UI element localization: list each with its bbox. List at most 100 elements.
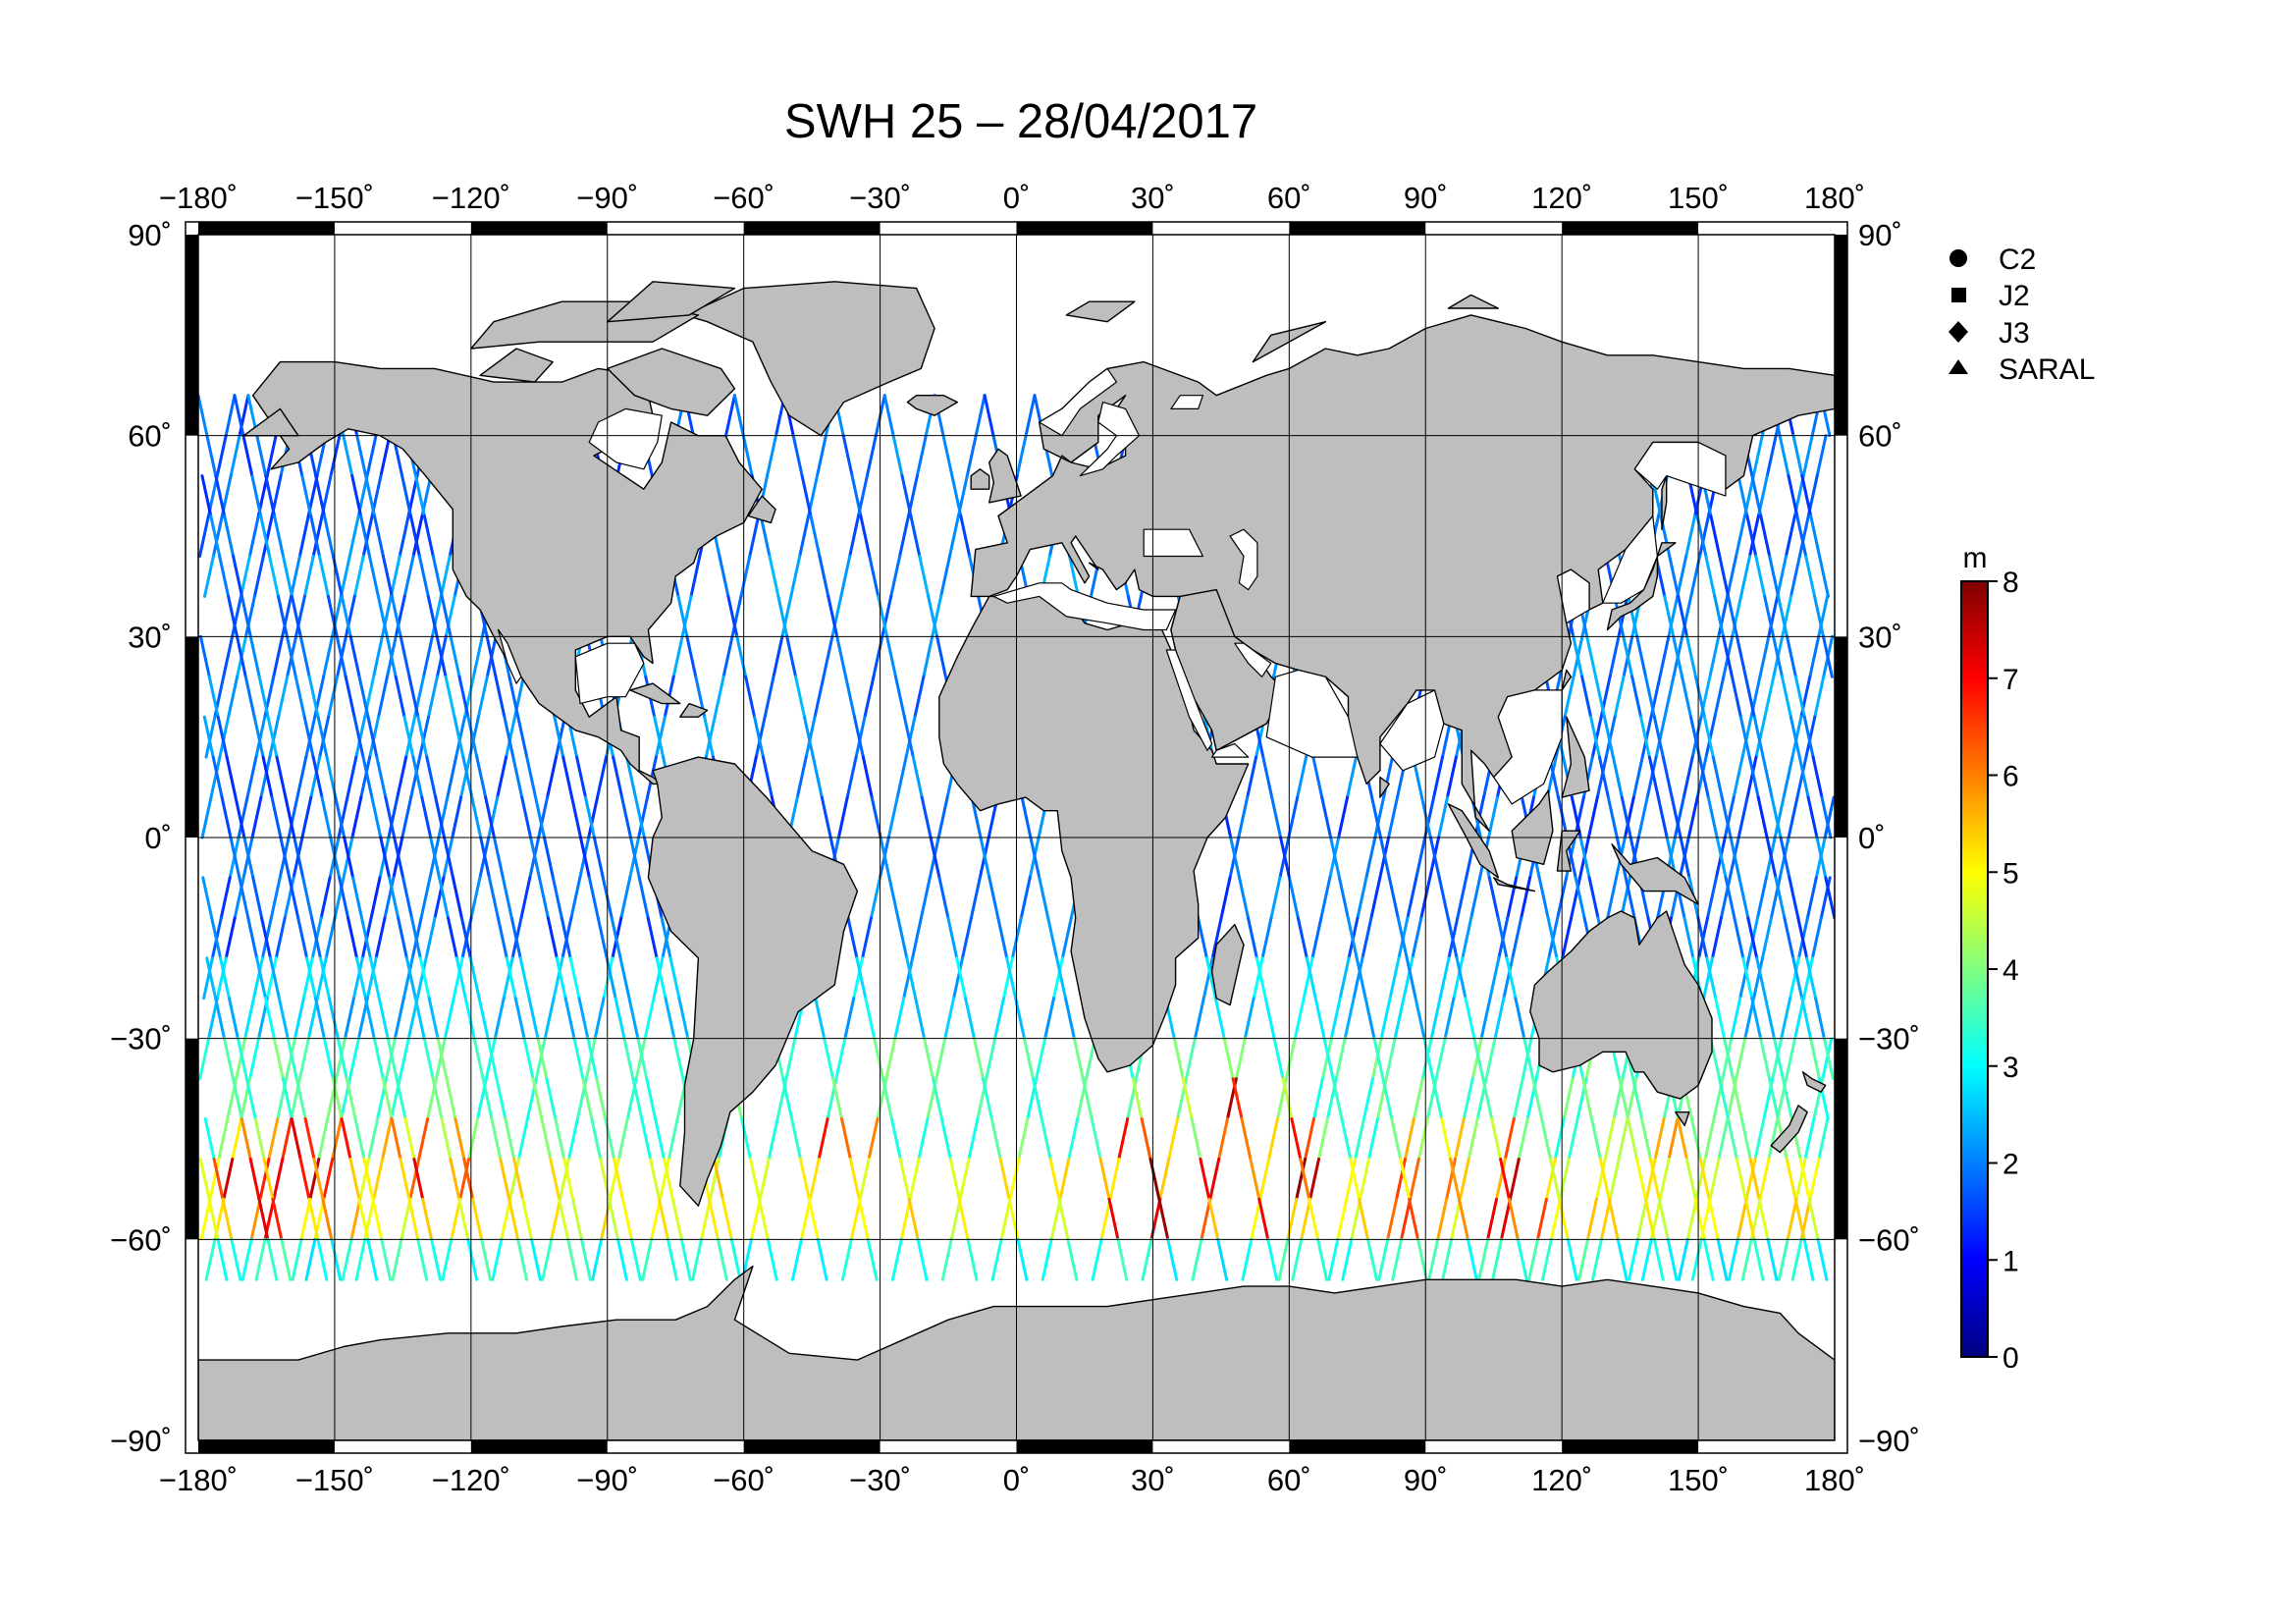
track-segment: [481, 1077, 494, 1120]
track-segment: [409, 755, 422, 799]
track-segment: [505, 956, 517, 1001]
track-segment: [200, 795, 213, 839]
track-segment: [654, 715, 667, 759]
track-segment: [203, 555, 215, 598]
track-segment: [1290, 1117, 1303, 1161]
track-segment: [990, 1237, 1003, 1281]
track-segment: [1396, 916, 1409, 960]
track-segment: [435, 1037, 447, 1081]
track-segment: [217, 1117, 230, 1161]
track-segment: [768, 555, 780, 598]
track-segment: [1636, 795, 1649, 839]
track-segment: [354, 715, 367, 759]
satellite-track: [204, 394, 1835, 1281]
track-segment: [1015, 434, 1028, 478]
track-segment: [867, 1117, 880, 1161]
track-segment: [1590, 1117, 1602, 1161]
track-segment: [471, 1197, 484, 1241]
track-segment: [1116, 1237, 1129, 1281]
track-segment: [372, 634, 384, 678]
track-segment: [1753, 1117, 1766, 1161]
track-segment: [689, 555, 702, 598]
track-segment: [1414, 997, 1426, 1041]
track-segment: [1807, 1197, 1820, 1241]
track-segment: [1395, 1158, 1407, 1201]
track-segment: [863, 675, 876, 719]
track-segment: [946, 916, 959, 960]
track-segment: [401, 876, 413, 920]
track-segment: [309, 755, 322, 799]
track-segment: [355, 434, 368, 478]
track-segment: [708, 1158, 721, 1201]
track-segment: [1703, 1117, 1716, 1161]
track-segment: [1060, 916, 1073, 960]
track-segment: [1288, 876, 1300, 920]
track-segment: [1723, 795, 1735, 839]
track-segment: [521, 1197, 533, 1241]
track-segment: [758, 1158, 771, 1201]
track-segment: [282, 555, 294, 598]
track-segment: [749, 1158, 761, 1201]
track-segment: [1741, 956, 1754, 1001]
track-segment: [347, 916, 358, 960]
track-segment: [1603, 1117, 1616, 1161]
track-segment: [1436, 1197, 1449, 1241]
track-segment: [285, 634, 297, 678]
lon-label-top: 0˚: [1003, 181, 1031, 215]
track-segment: [1537, 876, 1550, 920]
track-segment: [1635, 1197, 1648, 1241]
track-segment: [470, 795, 483, 839]
track-segment: [201, 876, 214, 920]
track-segment: [913, 675, 926, 719]
track-segment: [229, 434, 241, 478]
track-segment: [366, 1237, 379, 1281]
track-segment: [198, 1158, 211, 1201]
track-segment: [1464, 997, 1476, 1041]
track-segment: [516, 1237, 528, 1281]
track-segment: [780, 594, 793, 638]
track-segment: [277, 594, 289, 638]
track-segment: [1567, 1117, 1579, 1161]
track-segment: [996, 916, 1009, 960]
track-segment: [305, 956, 317, 1001]
track-segment: [1277, 1237, 1290, 1281]
track-segment: [198, 1037, 211, 1081]
ireland-land: [970, 468, 990, 490]
track-segment: [291, 1237, 303, 1281]
track-segment: [1739, 1117, 1752, 1161]
track-segment: [959, 514, 972, 558]
track-segment: [799, 1158, 811, 1201]
track-segment: [609, 1158, 620, 1201]
track-segment: [1617, 1117, 1629, 1161]
track-segment: [1496, 916, 1509, 960]
track-segment: [402, 715, 415, 759]
track-segment: [1546, 916, 1559, 960]
track-segment: [1158, 1158, 1171, 1201]
track-segment: [1821, 1037, 1834, 1081]
diamond-marker-icon: [1949, 321, 1968, 343]
track-segment: [377, 997, 390, 1041]
track-segment: [889, 1117, 902, 1161]
lat-label-left: −60˚: [110, 1222, 172, 1257]
track-segment: [1310, 916, 1323, 960]
track-segment: [618, 956, 631, 1001]
track-segment: [281, 594, 293, 638]
track-segment: [436, 1037, 449, 1081]
track-segment: [1167, 1117, 1180, 1161]
track-segment: [505, 715, 516, 759]
track-segment: [703, 715, 715, 759]
track-segment: [818, 555, 830, 598]
track-segment: [264, 997, 276, 1041]
greenland-land: [683, 281, 935, 437]
track-segment: [886, 795, 899, 839]
track-segment: [1204, 956, 1217, 1001]
track-segment: [459, 755, 471, 799]
track-segment: [1404, 1117, 1415, 1161]
track-segment: [1373, 795, 1386, 839]
track-segment: [290, 1117, 302, 1161]
track-segment: [202, 715, 215, 759]
track-segment: [1607, 1197, 1620, 1241]
track-segment: [316, 715, 329, 759]
track-segment: [441, 1237, 454, 1281]
track-segment: [1731, 594, 1743, 638]
